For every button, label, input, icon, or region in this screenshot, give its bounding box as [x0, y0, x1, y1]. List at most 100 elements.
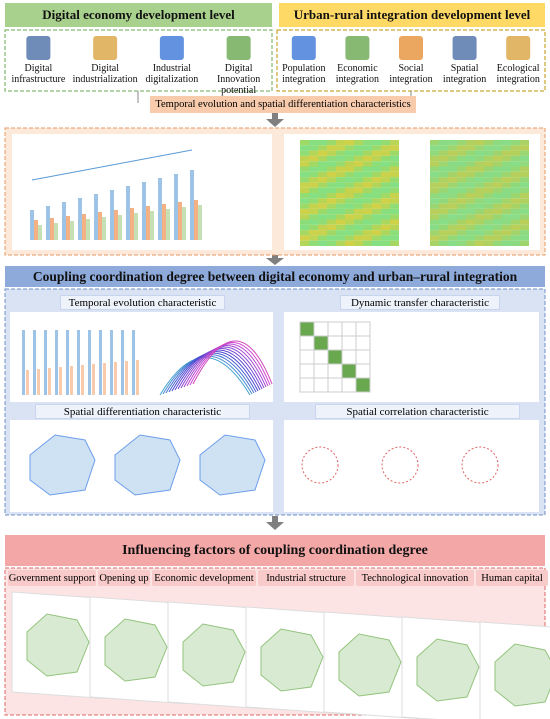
heat-cell — [502, 235, 511, 241]
heat-cell — [448, 182, 457, 188]
heat-cell — [336, 219, 345, 225]
heat-cell — [439, 224, 448, 231]
heat-cell — [484, 140, 493, 146]
heat-cell — [448, 208, 457, 215]
heat-cell — [430, 235, 439, 241]
heat-cell — [381, 171, 390, 178]
map — [29, 434, 96, 496]
heat-cell — [390, 240, 399, 246]
thumb-bar — [66, 330, 69, 395]
heat-cell — [439, 240, 448, 246]
heat-cell — [439, 140, 448, 146]
heat-cell — [381, 187, 390, 193]
heat-cell — [430, 187, 439, 193]
heat-cell — [345, 182, 354, 188]
heat-cell — [439, 208, 448, 215]
heat-cell — [457, 166, 466, 172]
heat-cell — [457, 140, 466, 146]
heat-cell — [448, 219, 457, 225]
thumb-bar — [38, 225, 42, 240]
heat-cell — [381, 219, 390, 225]
heat-cell — [336, 182, 345, 188]
heat-cell — [520, 177, 529, 183]
heat-cell — [448, 230, 457, 236]
heat-cell — [354, 230, 363, 236]
heat-cell — [430, 230, 439, 236]
heat-cell — [520, 219, 529, 225]
heat-cell — [327, 203, 336, 209]
heat-cell — [345, 230, 354, 236]
heat-cell — [439, 145, 448, 151]
kde-curve — [183, 345, 267, 388]
heat-cell — [493, 240, 502, 246]
heat-cell — [300, 177, 309, 183]
heat-cell — [457, 235, 466, 241]
heat-cell — [448, 224, 457, 231]
heat-cell — [354, 150, 363, 156]
heat-cell — [300, 155, 309, 162]
heat-cell — [363, 208, 372, 215]
heat-cell — [318, 219, 327, 225]
thumb-bar — [66, 216, 70, 240]
heat-cell — [511, 187, 520, 193]
thumb-bar — [142, 182, 146, 240]
heat-cell — [448, 171, 457, 178]
heat-cell — [309, 208, 318, 215]
factor-label: Industrial structure — [258, 570, 354, 586]
heat-cell — [363, 235, 372, 241]
heat-cell — [502, 214, 511, 220]
heat-cell — [466, 155, 475, 162]
kde-curve — [177, 348, 263, 390]
heat-cell — [300, 140, 309, 146]
thumb-bar — [125, 361, 128, 395]
thumb-bar — [158, 178, 162, 240]
heat-cell — [354, 224, 363, 231]
heat-cell — [354, 203, 363, 209]
heat-cell — [354, 182, 363, 188]
heat-cell — [390, 219, 399, 225]
heat-cell — [345, 219, 354, 225]
heat-cell — [381, 161, 390, 167]
heat-cell — [457, 198, 466, 204]
thumb-bar — [118, 215, 122, 240]
heat-cell — [300, 193, 309, 199]
heat-cell — [448, 214, 457, 220]
heat-cell — [372, 150, 381, 156]
matrix-cell — [341, 377, 357, 393]
heat-cell — [381, 224, 390, 231]
heat-cell — [345, 155, 354, 162]
heat-cell — [457, 177, 466, 183]
heat-cell — [390, 161, 399, 167]
thumb-bar — [182, 207, 186, 240]
factor-label: Technological innovation — [356, 570, 474, 586]
heat-cell — [309, 224, 318, 231]
heat-cell — [448, 187, 457, 193]
heat-cell — [318, 193, 327, 199]
item-label: Spatial integration — [442, 63, 487, 85]
heat-cell — [336, 145, 345, 151]
item-label: Ecological integration — [496, 63, 540, 85]
heat-cell — [484, 177, 493, 183]
heat-cell — [502, 161, 511, 167]
heat-cell — [493, 171, 502, 178]
icon — [26, 36, 51, 60]
thumb-bar — [70, 221, 74, 240]
heat-cell — [457, 145, 466, 151]
heat-cell — [493, 161, 502, 167]
heat-cell — [430, 240, 439, 246]
heat-cell — [439, 155, 448, 162]
heat-cell — [430, 166, 439, 172]
heat-cell — [448, 177, 457, 183]
heat-cell — [457, 161, 466, 167]
heat-cell — [439, 193, 448, 199]
heat-cell — [484, 224, 493, 231]
heat-cell — [448, 140, 457, 146]
thumb-bar — [178, 202, 182, 240]
heat-cell — [448, 166, 457, 172]
thumb-bar — [110, 330, 113, 395]
heat-cell — [327, 171, 336, 178]
heat-cell — [354, 171, 363, 178]
thumb-bar — [48, 368, 51, 395]
heat-cell — [457, 182, 466, 188]
heat-cell — [493, 145, 502, 151]
